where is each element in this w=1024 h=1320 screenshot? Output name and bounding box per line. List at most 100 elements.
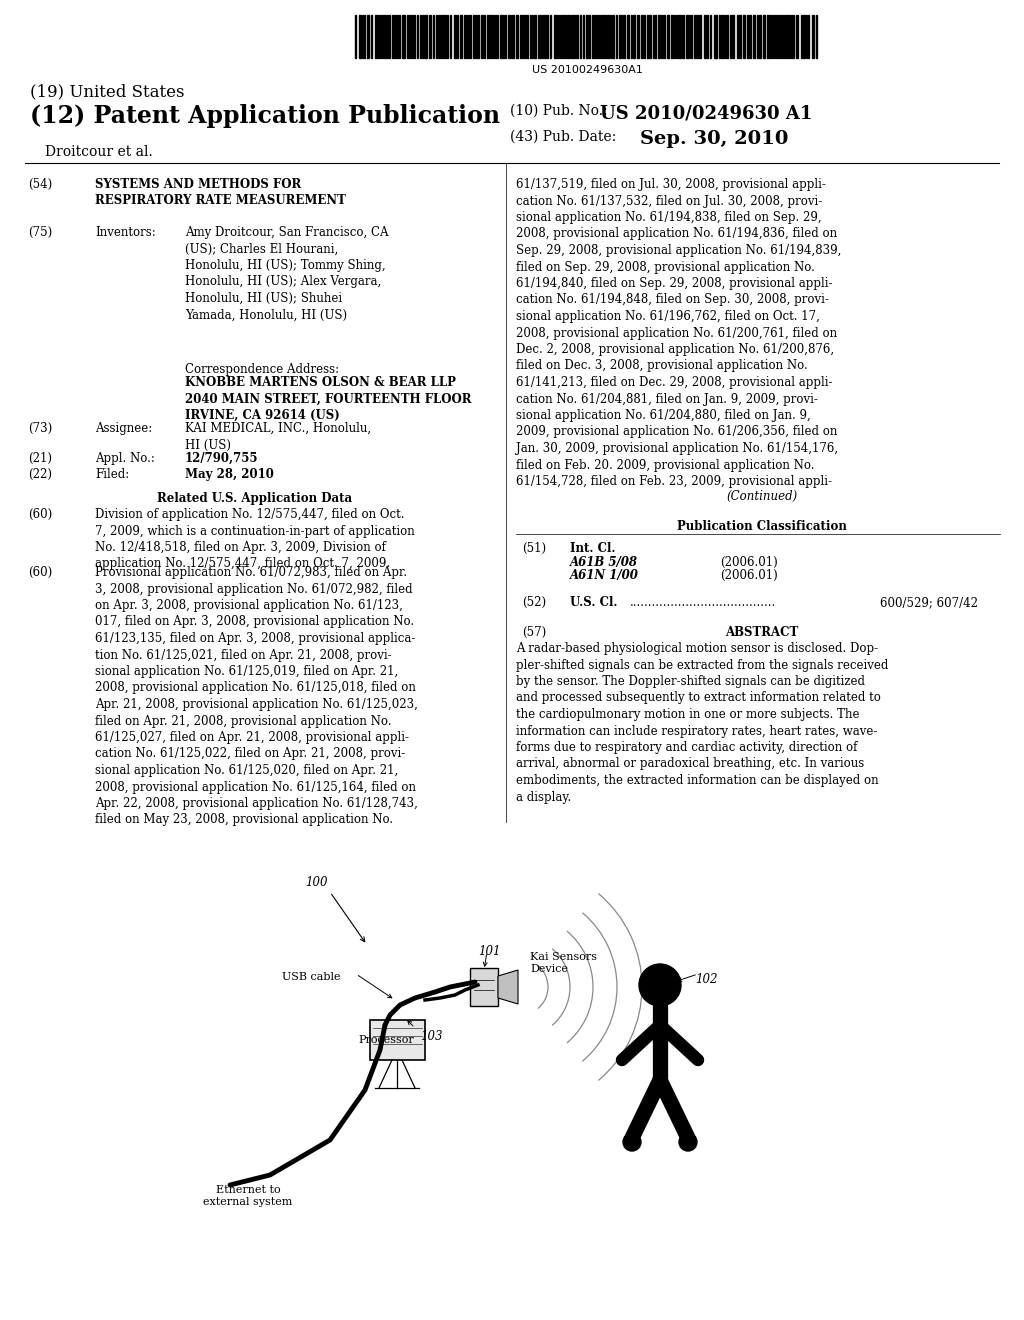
Bar bbox=[567, 15, 569, 58]
Text: 100: 100 bbox=[305, 876, 328, 888]
Text: 101: 101 bbox=[478, 945, 501, 958]
Text: Related U.S. Application Data: Related U.S. Application Data bbox=[158, 492, 352, 506]
Text: A radar-based physiological motion sensor is disclosed. Dop-
pler-shifted signal: A radar-based physiological motion senso… bbox=[516, 642, 889, 804]
Text: US 2010/0249630 A1: US 2010/0249630 A1 bbox=[600, 104, 812, 121]
Text: (75): (75) bbox=[28, 226, 52, 239]
Bar bbox=[641, 15, 643, 58]
Text: .......................................: ....................................... bbox=[630, 597, 776, 609]
Bar bbox=[554, 15, 557, 58]
Bar bbox=[662, 15, 663, 58]
Bar bbox=[601, 15, 603, 58]
Bar bbox=[612, 15, 614, 58]
Text: (12) Patent Application Publication: (12) Patent Application Publication bbox=[30, 104, 500, 128]
Text: Int. Cl.: Int. Cl. bbox=[570, 543, 615, 554]
Text: A61N 1/00: A61N 1/00 bbox=[570, 569, 639, 582]
Bar bbox=[523, 15, 525, 58]
Text: KAI MEDICAL, INC., Honolulu,
HI (US): KAI MEDICAL, INC., Honolulu, HI (US) bbox=[185, 422, 371, 451]
Bar bbox=[647, 15, 649, 58]
Text: A61B 5/08: A61B 5/08 bbox=[570, 556, 638, 569]
Text: Assignee:: Assignee: bbox=[95, 422, 153, 436]
Text: Correspondence Address:: Correspondence Address: bbox=[185, 363, 339, 376]
Text: (73): (73) bbox=[28, 422, 52, 436]
Bar bbox=[767, 15, 769, 58]
Text: U.S. Cl.: U.S. Cl. bbox=[570, 597, 617, 609]
Circle shape bbox=[639, 964, 681, 1006]
Polygon shape bbox=[498, 970, 518, 1005]
Bar bbox=[402, 15, 406, 58]
Bar bbox=[469, 15, 471, 58]
Circle shape bbox=[679, 1133, 697, 1151]
Bar bbox=[785, 15, 787, 58]
Text: KNOBBE MARTENS OLSON & BEAR LLP
2040 MAIN STREET, FOURTEENTH FLOOR
IRVINE, CA 92: KNOBBE MARTENS OLSON & BEAR LLP 2040 MAI… bbox=[185, 376, 471, 422]
Bar bbox=[796, 15, 798, 58]
Bar bbox=[749, 15, 751, 58]
Bar bbox=[490, 15, 492, 58]
Bar bbox=[607, 15, 609, 58]
Text: (Continued): (Continued) bbox=[726, 490, 798, 503]
Bar bbox=[788, 15, 790, 58]
Bar bbox=[409, 15, 411, 58]
Bar bbox=[534, 15, 536, 58]
Bar bbox=[682, 15, 684, 58]
Bar bbox=[370, 1020, 425, 1060]
Text: Publication Classification: Publication Classification bbox=[677, 520, 847, 533]
Text: SYSTEMS AND METHODS FOR
RESPIRATORY RATE MEASUREMENT: SYSTEMS AND METHODS FOR RESPIRATORY RATE… bbox=[95, 178, 346, 207]
Bar bbox=[627, 15, 629, 58]
Bar bbox=[442, 15, 444, 58]
Bar bbox=[454, 15, 456, 58]
Bar bbox=[721, 15, 723, 58]
Text: (22): (22) bbox=[28, 469, 52, 480]
Text: Droitcour et al.: Droitcour et al. bbox=[45, 145, 153, 158]
Bar bbox=[671, 15, 673, 58]
Text: 61/137,519, filed on Jul. 30, 2008, provisional appli-
cation No. 61/137,532, fi: 61/137,519, filed on Jul. 30, 2008, prov… bbox=[516, 178, 842, 488]
Bar bbox=[470, 968, 498, 1006]
Bar bbox=[686, 15, 688, 58]
Bar bbox=[604, 15, 606, 58]
Text: (2006.01): (2006.01) bbox=[720, 556, 778, 569]
Bar bbox=[526, 15, 528, 58]
Text: US 20100249630A1: US 20100249630A1 bbox=[532, 65, 643, 75]
Bar bbox=[464, 15, 466, 58]
Text: Appl. No.:: Appl. No.: bbox=[95, 451, 155, 465]
Bar bbox=[520, 15, 522, 58]
Text: 12/790,755: 12/790,755 bbox=[185, 451, 258, 465]
Text: Filed:: Filed: bbox=[95, 469, 129, 480]
Bar bbox=[516, 15, 518, 58]
Text: (54): (54) bbox=[28, 178, 52, 191]
Bar bbox=[714, 15, 717, 58]
Text: Sep. 30, 2010: Sep. 30, 2010 bbox=[640, 129, 788, 148]
Bar bbox=[699, 15, 701, 58]
Bar bbox=[586, 15, 588, 58]
Text: 600/529; 607/42: 600/529; 607/42 bbox=[880, 597, 978, 609]
Bar bbox=[739, 15, 741, 58]
Text: Kai Sensors
Device: Kai Sensors Device bbox=[530, 952, 597, 974]
Bar bbox=[477, 15, 479, 58]
Text: (57): (57) bbox=[522, 626, 546, 639]
Text: (51): (51) bbox=[522, 543, 546, 554]
Text: USB cable: USB cable bbox=[282, 972, 340, 982]
Text: Division of application No. 12/575,447, filed on Oct.
7, 2009, which is a contin: Division of application No. 12/575,447, … bbox=[95, 508, 415, 570]
Bar bbox=[572, 15, 575, 58]
Bar bbox=[803, 15, 805, 58]
Bar bbox=[696, 15, 698, 58]
Circle shape bbox=[623, 1133, 641, 1151]
Bar bbox=[780, 15, 782, 58]
Text: Provisional application No. 61/072,983, filed on Apr.
3, 2008, provisional appli: Provisional application No. 61/072,983, … bbox=[95, 566, 418, 826]
Text: (52): (52) bbox=[522, 597, 546, 609]
Bar bbox=[359, 15, 361, 58]
Text: May 28, 2010: May 28, 2010 bbox=[185, 469, 273, 480]
Bar bbox=[544, 15, 546, 58]
Bar bbox=[753, 15, 755, 58]
Bar bbox=[678, 15, 681, 58]
Text: (60): (60) bbox=[28, 566, 52, 579]
Text: ABSTRACT: ABSTRACT bbox=[725, 626, 799, 639]
Text: 103: 103 bbox=[420, 1030, 442, 1043]
Bar bbox=[637, 15, 639, 58]
Bar bbox=[759, 15, 761, 58]
Bar bbox=[502, 15, 504, 58]
Text: Amy Droitcour, San Francisco, CA
(US); Charles El Hourani,
Honolulu, HI (US); To: Amy Droitcour, San Francisco, CA (US); C… bbox=[185, 226, 388, 322]
Bar bbox=[487, 15, 489, 58]
Text: (21): (21) bbox=[28, 451, 52, 465]
Bar bbox=[743, 15, 745, 58]
Text: (19) United States: (19) United States bbox=[30, 83, 184, 100]
